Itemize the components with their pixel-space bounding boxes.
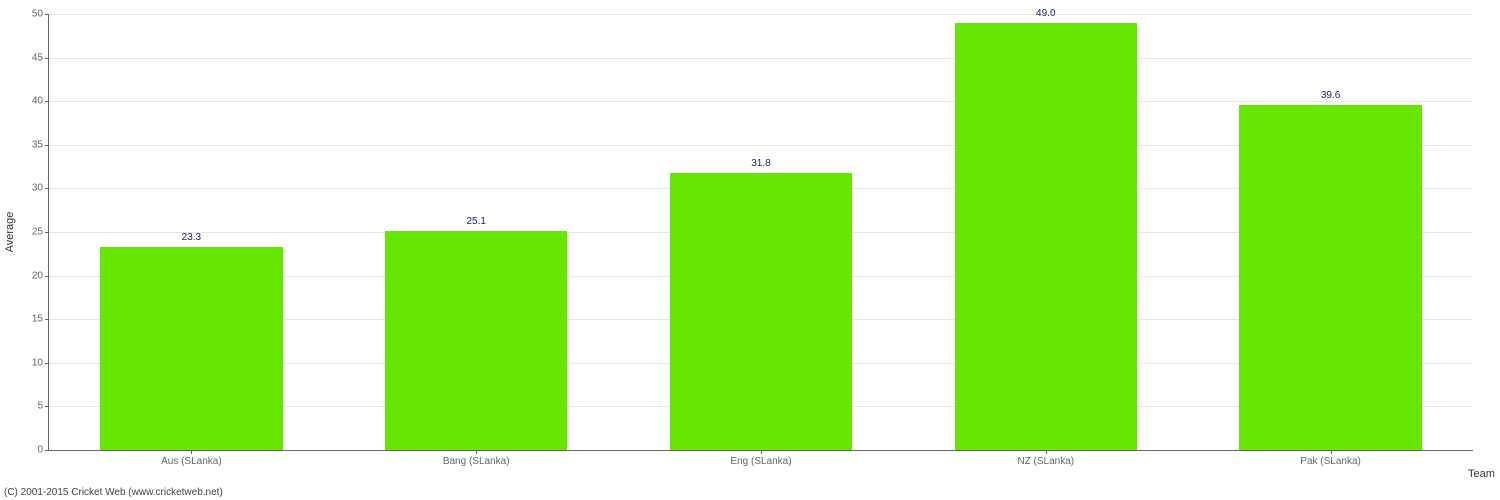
bar-value-label: 25.1 [466, 216, 485, 227]
x-tick-label: Eng (SLanka) [730, 450, 791, 467]
y-tick-label: 40 [32, 96, 49, 107]
y-tick-label: 15 [32, 314, 49, 325]
x-tick-label: Bang (SLanka) [443, 450, 510, 467]
bar: 39.6 [1239, 105, 1421, 450]
bar: 31.8 [670, 173, 852, 450]
y-tick-label: 30 [32, 183, 49, 194]
y-tick-label: 10 [32, 357, 49, 368]
y-gridline [49, 101, 1473, 102]
y-axis-title: Average [4, 212, 16, 253]
plot-area: 0510152025303540455023.3Aus (SLanka)25.1… [48, 14, 1473, 451]
x-tick-label: Pak (SLanka) [1300, 450, 1361, 467]
y-tick-label: 20 [32, 270, 49, 281]
bar: 25.1 [385, 231, 567, 450]
bar: 23.3 [100, 247, 282, 450]
bar-value-label: 49.0 [1036, 8, 1055, 19]
x-tick-label: Aus (SLanka) [161, 450, 222, 467]
bar-value-label: 23.3 [182, 232, 201, 243]
chart-container: 0510152025303540455023.3Aus (SLanka)25.1… [0, 0, 1500, 500]
x-axis-title: Team [1468, 468, 1495, 480]
y-tick-label: 35 [32, 139, 49, 150]
bar-value-label: 39.6 [1321, 90, 1340, 101]
copyright-text: (C) 2001-2015 Cricket Web (www.cricketwe… [4, 487, 223, 498]
y-tick-label: 50 [32, 9, 49, 20]
y-tick-label: 25 [32, 227, 49, 238]
bar-value-label: 31.8 [751, 158, 770, 169]
x-tick-label: NZ (SLanka) [1017, 450, 1074, 467]
bar: 49.0 [955, 23, 1137, 450]
y-tick-label: 0 [37, 445, 49, 456]
y-gridline [49, 14, 1473, 15]
y-tick-label: 45 [32, 52, 49, 63]
y-gridline [49, 58, 1473, 59]
y-tick-label: 5 [37, 401, 49, 412]
